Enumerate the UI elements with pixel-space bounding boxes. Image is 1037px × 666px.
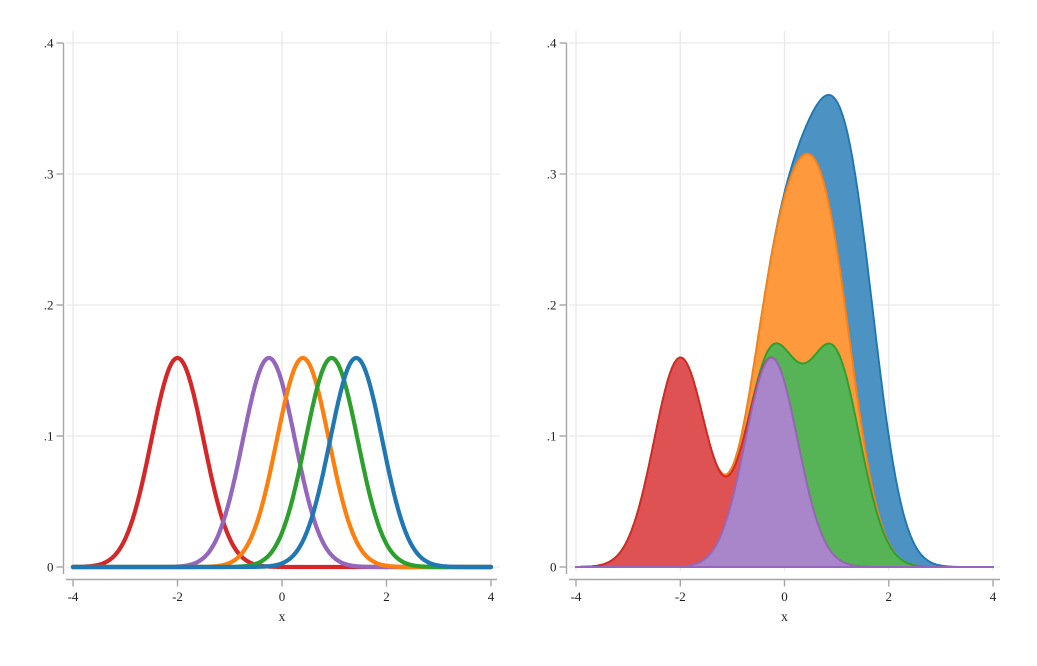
y-tick-label: 0 xyxy=(47,560,54,575)
x-tick-label: 2 xyxy=(886,589,893,604)
y-tick-label: .4 xyxy=(547,36,557,51)
x-tick-label: -2 xyxy=(172,589,183,604)
left-chart: 0 .1 .2 .3 .4 -4 -2 0 2 4 x xyxy=(44,31,500,624)
y-tick-label: .1 xyxy=(44,429,54,444)
x-tick-label: -2 xyxy=(675,589,686,604)
y-tick-label: .4 xyxy=(44,36,54,51)
x-tick-label: -4 xyxy=(571,589,582,604)
x-tick-label: 4 xyxy=(488,589,495,604)
x-tick-label: 2 xyxy=(383,589,390,604)
cumulative-area-purple xyxy=(575,357,994,568)
y-tick-label: .3 xyxy=(44,167,54,182)
x-tick-label: 4 xyxy=(990,589,997,604)
kernel-curve-blue xyxy=(70,355,494,570)
right-chart: 0 .1 .2 .3 .4 -4 -2 0 2 4 x xyxy=(547,31,1000,624)
x-axis-title: x xyxy=(279,609,286,624)
y-tick-label: .2 xyxy=(547,298,557,313)
y-tick-label: 0 xyxy=(550,560,557,575)
x-tick-label: 0 xyxy=(781,589,788,604)
y-tick-label: .1 xyxy=(547,429,557,444)
y-tick-label: .2 xyxy=(44,298,54,313)
x-tick-label: 0 xyxy=(279,589,286,604)
x-axis-title: x xyxy=(781,609,788,624)
y-tick-label: .3 xyxy=(547,167,557,182)
x-tick-label: -4 xyxy=(68,589,79,604)
